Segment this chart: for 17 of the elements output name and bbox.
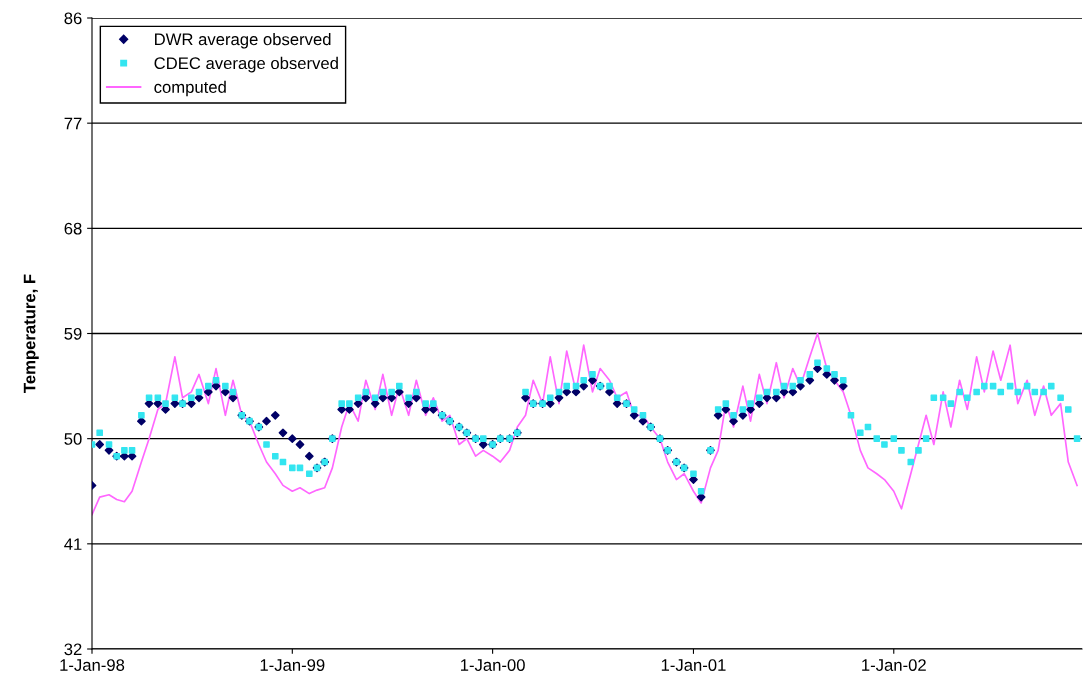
- x-tick-label: 1-Jan-98: [60, 659, 125, 671]
- y-tick-label: 59: [64, 327, 82, 340]
- legend-label: DWR average observed: [155, 33, 331, 49]
- y-tick-label: 77: [64, 117, 82, 130]
- y-tick-label: 50: [64, 433, 82, 445]
- x-tick-label: 1-Jan-01: [661, 659, 726, 671]
- y-tick-label: 32: [64, 643, 82, 656]
- line-series: [92, 332, 1078, 516]
- x-tick-label: 1-Jan-00: [460, 659, 525, 671]
- legend-label: computed: [154, 80, 226, 97]
- y-tick-label: 86: [64, 12, 82, 25]
- y-tick-label: 41: [64, 538, 82, 550]
- y-tick-label: 68: [64, 222, 82, 235]
- x-tick-label: 1-Jan-99: [260, 659, 325, 671]
- x-tick-label: 1-Jan-02: [862, 659, 926, 671]
- y-axis-title: Temperature, F: [23, 274, 39, 393]
- legend-label: CDEC average observed: [154, 56, 338, 73]
